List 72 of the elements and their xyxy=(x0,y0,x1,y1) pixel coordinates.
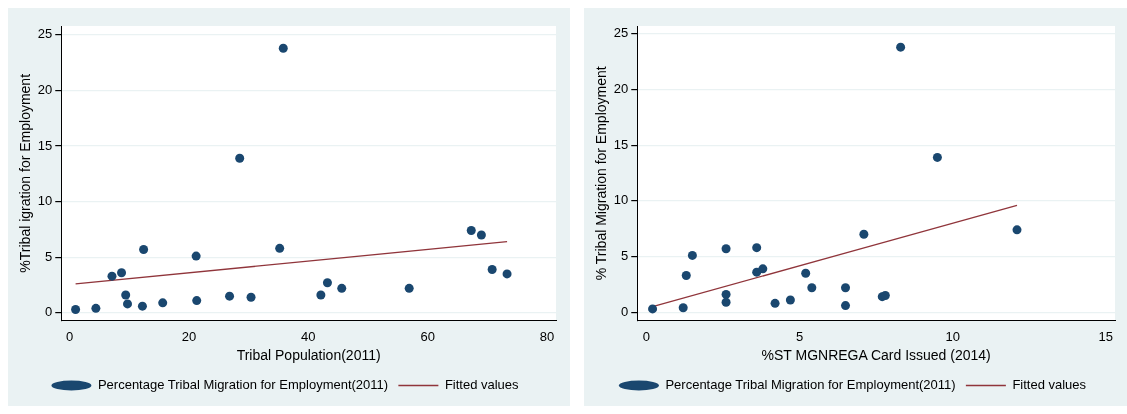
x-tick-label: 0 xyxy=(642,328,651,344)
point xyxy=(91,303,101,313)
x-tick-label: 10 xyxy=(945,328,960,344)
point xyxy=(123,299,132,309)
point xyxy=(1012,225,1022,235)
point xyxy=(121,290,131,300)
point xyxy=(502,269,512,279)
point xyxy=(648,304,658,314)
legend-label: Fitted values xyxy=(444,377,520,393)
point xyxy=(235,153,245,163)
y-tick-label: 5 xyxy=(621,248,629,264)
point xyxy=(841,301,851,311)
x-axis-title: Tribal Population(2011) xyxy=(236,347,381,364)
point xyxy=(896,42,906,52)
y-axis-title: % Tribal Migration for Employment xyxy=(593,66,610,281)
x-tick-label: 5 xyxy=(795,328,804,344)
y-axis-title: %Tribal igration for Employment xyxy=(17,73,34,273)
y-tick-label: 25 xyxy=(613,25,629,41)
point xyxy=(137,301,147,311)
point xyxy=(687,250,697,260)
point xyxy=(337,283,347,293)
point xyxy=(932,152,942,162)
x-tick-label: 20 xyxy=(181,328,197,344)
point xyxy=(681,270,691,280)
point xyxy=(404,283,414,293)
legend-label: Fitted values xyxy=(1012,377,1087,393)
point xyxy=(275,243,285,253)
point xyxy=(246,292,256,302)
point xyxy=(192,296,202,306)
point xyxy=(139,244,149,254)
x-tick-label: 0 xyxy=(66,328,74,344)
y-tick-label: 15 xyxy=(37,137,53,153)
x-axis-title: %ST MGNREGA Card Issued (2014) xyxy=(761,347,991,364)
point xyxy=(487,264,497,274)
legend-label: Percentage Tribal Migration for Employment(2011) xyxy=(97,377,389,393)
y-tick-label: 10 xyxy=(613,192,629,208)
point xyxy=(678,303,688,313)
x-tick-label: 80 xyxy=(539,328,555,344)
point xyxy=(322,278,332,288)
point xyxy=(316,290,326,300)
point xyxy=(71,304,81,314)
point xyxy=(752,243,762,253)
point xyxy=(859,229,869,239)
point xyxy=(225,291,235,301)
y-tick-label: 20 xyxy=(37,82,53,98)
point xyxy=(758,264,768,274)
point xyxy=(801,268,811,278)
point xyxy=(721,297,731,307)
x-tick-label: 40 xyxy=(301,328,316,344)
point xyxy=(117,268,127,278)
point xyxy=(107,271,117,281)
point xyxy=(770,298,780,308)
y-tick-label: 0 xyxy=(45,304,53,320)
point xyxy=(466,226,476,236)
y-tick-label: 0 xyxy=(621,303,629,319)
point xyxy=(278,43,288,53)
x-tick-label: 15 xyxy=(1098,328,1114,344)
point xyxy=(158,298,168,308)
point xyxy=(807,283,817,293)
y-tick-label: 10 xyxy=(37,193,53,209)
point xyxy=(721,289,731,299)
point xyxy=(721,244,731,254)
point xyxy=(191,251,201,261)
y-tick-label: 20 xyxy=(613,81,629,97)
y-tick-label: 5 xyxy=(45,248,53,264)
y-tick-label: 25 xyxy=(37,26,53,42)
point xyxy=(841,283,851,293)
point xyxy=(476,230,486,240)
legend-label: Percentage Tribal Migration for Employment(2011) xyxy=(665,377,956,393)
x-tick-label: 60 xyxy=(420,328,435,344)
y-tick-label: 15 xyxy=(613,136,629,152)
point xyxy=(785,295,795,305)
